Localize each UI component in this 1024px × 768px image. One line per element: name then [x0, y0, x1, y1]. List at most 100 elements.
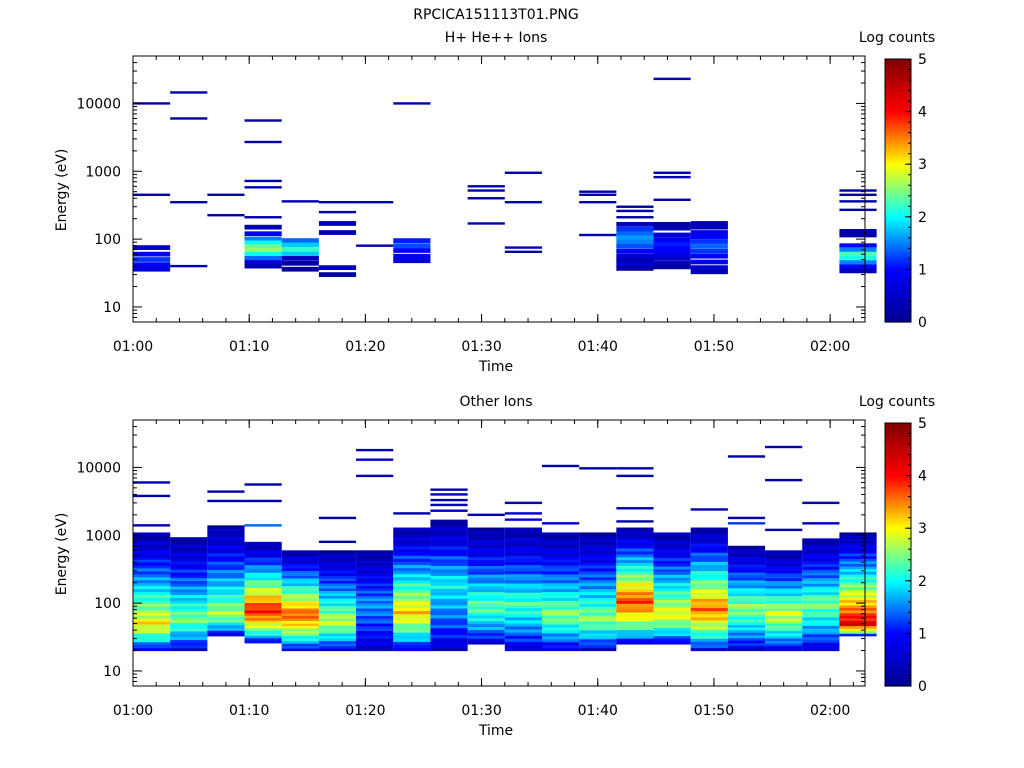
spectrogram-cell [504, 644, 542, 649]
colorbar-segment [885, 151, 911, 155]
spectrogram-cell [244, 630, 282, 634]
colorbar-segment [885, 601, 911, 606]
spectrogram-cell [839, 586, 877, 590]
spectrogram-cell [244, 604, 282, 609]
spectrogram-cell [802, 614, 840, 618]
spectrogram-cell [690, 625, 728, 630]
spectrogram-cell [616, 620, 654, 625]
spectrogram-cell [541, 638, 580, 643]
spectrogram-cell [281, 643, 319, 647]
colorbar-segment [885, 101, 911, 105]
spectrogram-cell [727, 522, 766, 525]
spectrogram-cell [579, 629, 617, 634]
x-tick-label: 01:50 [694, 703, 734, 719]
spectrogram-cell [541, 464, 580, 468]
spectrogram-cell [318, 590, 357, 594]
spectrogram-cell [839, 256, 877, 261]
x-tick-label: 01:10 [229, 339, 269, 355]
spectrogram-cell [802, 588, 840, 593]
colorbar-segment [885, 124, 911, 128]
spectrogram-cell [244, 589, 282, 593]
spectrogram-cell [244, 637, 282, 641]
spectrogram-cell [430, 509, 468, 512]
spectrogram-cell [170, 537, 208, 540]
spectrogram-cell [616, 205, 654, 208]
spectrogram-cell [133, 597, 171, 601]
spectrogram-cell [727, 579, 766, 584]
spectrogram-cell [393, 561, 431, 566]
spectrogram-cell [356, 590, 394, 594]
colorbar-segment [885, 436, 911, 440]
spectrogram-cell [727, 556, 766, 560]
spectrogram-cell [356, 627, 394, 632]
spectrogram-cell [653, 621, 691, 626]
spectrogram-cell [653, 535, 691, 539]
spectrogram-cell [802, 572, 840, 576]
spectrogram-cell [318, 635, 357, 639]
spectrogram-cell [318, 627, 357, 632]
spectrogram-cell [765, 528, 803, 532]
colorbar-segment [885, 659, 911, 663]
spectrogram-cell [244, 251, 282, 257]
spectrogram-cell [393, 573, 431, 578]
spectrogram-cell [133, 524, 171, 527]
spectrogram-cell [504, 512, 542, 515]
spectrogram-cell [653, 610, 691, 614]
spectrogram-cell [541, 644, 580, 649]
spectrogram-cell [170, 566, 208, 570]
spectrogram-cell [244, 640, 282, 644]
spectrogram-cell [393, 549, 431, 553]
spectrogram-cell [504, 582, 542, 587]
spectrogram-cell [653, 593, 691, 598]
colorbar-segment [885, 465, 911, 469]
spectrogram-cell [133, 553, 171, 557]
spectrogram-cell [467, 539, 505, 543]
spectrogram-cell [727, 455, 766, 458]
spectrogram-cell [133, 481, 171, 484]
spectrogram-cell [541, 535, 580, 539]
spectrogram-cell [170, 611, 208, 615]
spectrogram-cell [356, 622, 394, 627]
spectrogram-cell [765, 590, 803, 594]
spectrogram-cell [579, 233, 617, 237]
spectrogram-cell [839, 625, 877, 629]
spectrogram-cell [281, 625, 319, 629]
spectrogram-cell [356, 607, 394, 612]
spectrogram-cell [356, 567, 394, 571]
spectrogram-cell [839, 268, 877, 274]
spectrogram-cell [839, 617, 877, 621]
spectrogram-cell [467, 197, 505, 200]
spectrogram-cell [579, 615, 617, 619]
x-tick-label: 01:00 [113, 703, 153, 719]
spectrogram-cell [393, 542, 431, 547]
spectrogram-cell [133, 582, 171, 587]
colorbar-segment [885, 287, 911, 292]
spectrogram-cell [616, 568, 654, 572]
colorbar-segment [885, 651, 911, 656]
colorbar-tick-label: 4 [918, 105, 927, 121]
spectrogram-cell [839, 537, 877, 541]
colorbar-segment [885, 599, 911, 603]
spectrogram-cell [170, 558, 208, 562]
spectrogram-cell [802, 538, 840, 542]
colorbar-segment [885, 588, 911, 592]
spectrogram-cell [244, 584, 282, 588]
colorbar-segment [885, 216, 911, 221]
spectrogram-cell [616, 585, 654, 590]
spectrogram-cell [504, 647, 542, 652]
spectrogram-cell [281, 645, 319, 649]
colorbar-segment [885, 591, 911, 595]
colorbar-segment [885, 185, 911, 189]
colorbar-segment [885, 541, 911, 545]
spectrogram-cell [653, 632, 691, 637]
colorbar-segment [885, 93, 911, 97]
spectrogram-cell [430, 604, 468, 609]
colorbar-segment [885, 316, 911, 320]
spectrogram-cell [653, 568, 691, 573]
spectrogram-cell [616, 527, 654, 532]
spectrogram-cell [616, 609, 654, 613]
colorbar-segment [885, 187, 911, 192]
spectrogram-cell [244, 179, 282, 183]
spectrogram-cell [393, 610, 431, 615]
spectrogram-cell [653, 549, 691, 553]
